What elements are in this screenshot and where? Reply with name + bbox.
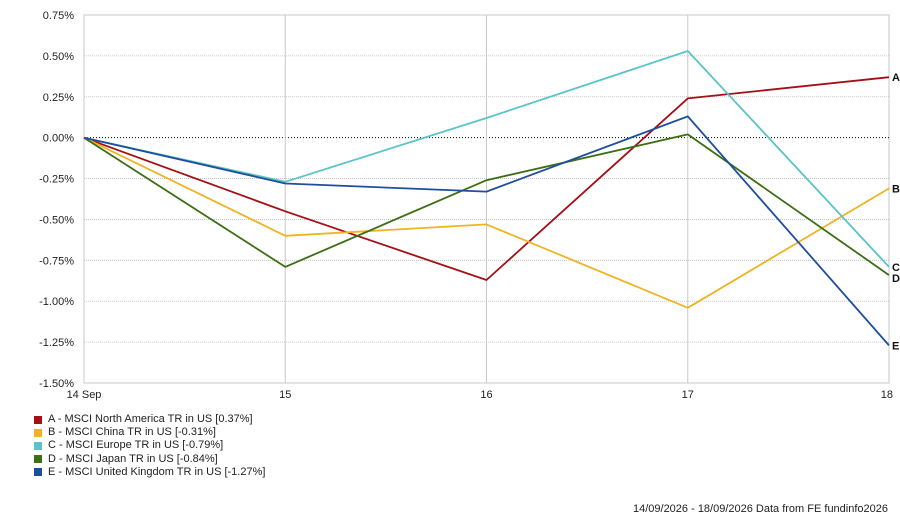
gridlines xyxy=(83,14,890,384)
legend-label: A - MSCI North America TR in US [0.37%] xyxy=(48,413,253,425)
legend-swatch xyxy=(34,468,42,477)
legend-label: B - MSCI China TR in US [-0.31%] xyxy=(48,426,216,439)
series-end-label-e: E xyxy=(892,340,899,352)
legend: A - MSCI North America TR in US [0.37%] B… xyxy=(34,413,265,479)
legend-item-b: B - MSCI China TR in US [-0.31%] xyxy=(34,426,265,439)
legend-item-c: C - MSCI Europe TR in US [-0.79%] xyxy=(34,439,265,452)
series-end-labels: A B CD E xyxy=(892,72,900,352)
series-end-label-b: B xyxy=(892,183,900,195)
x-tick-label: 14 Sep xyxy=(67,389,102,401)
x-tick-label: 17 xyxy=(682,389,694,401)
axes: 0.75% 0.50% 0.25% 0.00% -0.25% -0.50% -0.75% -1… xyxy=(39,10,893,401)
series-line-d xyxy=(83,133,890,276)
line-chart: 0.75% 0.50% 0.25% 0.00% -0.25% -0.50% -0.75% -1… xyxy=(39,10,900,401)
y-tick-label: 0.75% xyxy=(43,10,74,22)
footer-source: 14/09/2026 - 18/09/2026 Data from FE fun… xyxy=(632,503,888,515)
legend-swatch xyxy=(34,415,42,424)
y-tick-label: -0.50% xyxy=(39,214,74,226)
y-tick-label: 0.00% xyxy=(43,133,74,145)
series-line-e xyxy=(83,115,890,346)
y-tick-label: -1.25% xyxy=(39,337,74,349)
legend-label: E - MSCI United Kingdom TR in US [-1.27%… xyxy=(48,465,266,478)
y-tick-label: 0.25% xyxy=(43,92,74,104)
legend-swatch xyxy=(34,441,42,450)
series-end-label-c: C xyxy=(892,262,900,274)
legend-label: C - MSCI Europe TR in US [-0.79%] xyxy=(48,439,224,452)
legend-swatch xyxy=(34,455,42,464)
series-line-b xyxy=(83,136,890,309)
x-tick-label: 18 xyxy=(881,389,893,401)
series-lines xyxy=(83,50,890,346)
series-line-c xyxy=(83,50,890,268)
x-tick-label: 16 xyxy=(480,389,492,401)
x-tick-label: 15 xyxy=(279,389,291,401)
legend-item-d: D - MSCI Japan TR in US [-0.84%] xyxy=(34,453,265,466)
y-tick-label: -1.50% xyxy=(39,378,74,390)
series-end-label-a: A xyxy=(892,72,900,84)
y-tick-label: -0.75% xyxy=(39,255,74,267)
y-tick-label: -0.25% xyxy=(39,174,74,186)
series-line-a xyxy=(83,76,890,281)
series-end-label-d: D xyxy=(892,273,900,285)
legend-swatch xyxy=(34,428,42,437)
y-tick-label: -1.00% xyxy=(39,296,74,308)
legend-label: D - MSCI Japan TR in US [-0.84%] xyxy=(48,452,218,465)
legend-item-a: A - MSCI North America TR in US [0.37%] xyxy=(34,413,265,426)
y-tick-label: 0.50% xyxy=(43,51,74,63)
legend-item-e: E - MSCI United Kingdom TR in US [-1.27%… xyxy=(34,466,265,479)
